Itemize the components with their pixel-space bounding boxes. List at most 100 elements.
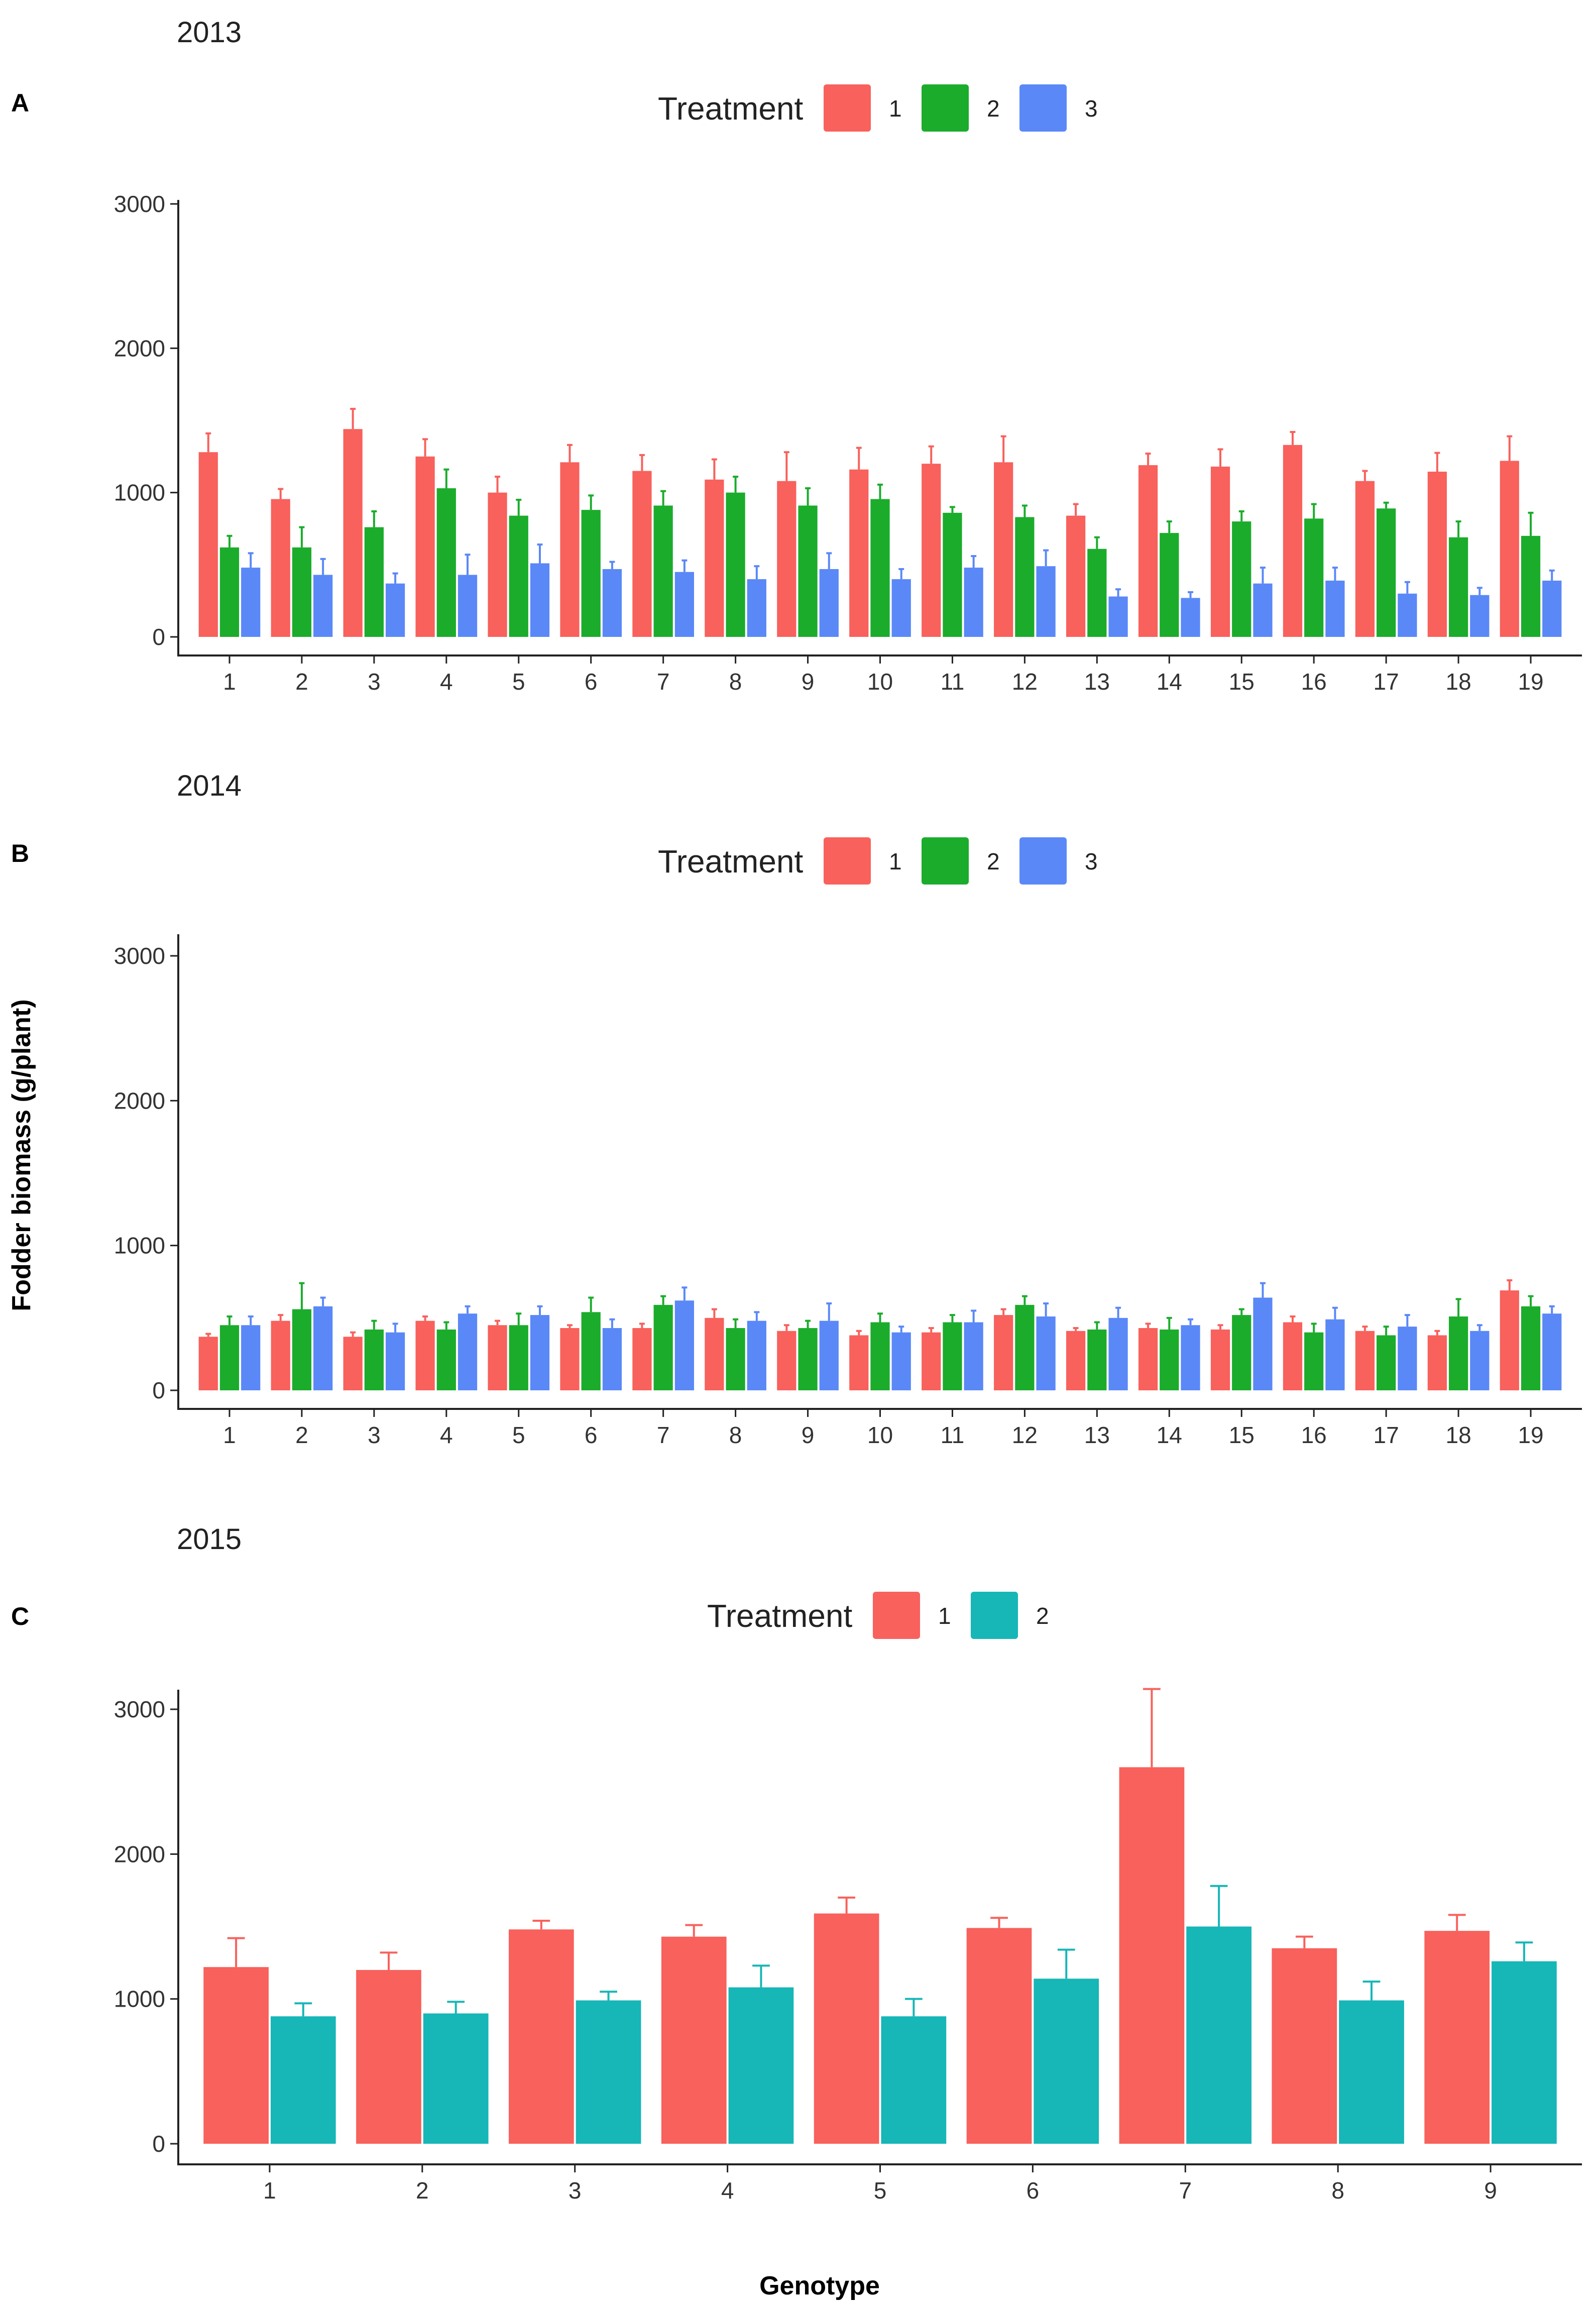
bar-treatment-3 [891,1332,911,1390]
bar-treatment-2 [1160,533,1179,637]
bar-treatment-2 [1304,1332,1324,1390]
bar-treatment-2 [798,1328,818,1390]
bar-treatment-3 [1398,1327,1417,1390]
bar-treatment-1 [1066,515,1086,637]
bar-treatment-1 [271,499,290,637]
bar-treatment-1 [814,1913,879,2144]
bar-treatment-3 [1108,596,1128,637]
y-tick-label: 2000 [114,335,165,361]
bar-treatment-2 [870,1322,890,1390]
panel-letter: B [11,839,29,867]
x-tick-label: 9 [802,1422,815,1448]
bar-treatment-2 [219,1325,240,1390]
legend-label-1: 1 [938,1603,951,1629]
bar-treatment-3 [1470,1331,1490,1390]
bar-treatment-3 [891,579,911,637]
x-tick-label: 1 [263,2177,276,2204]
bar-treatment-1 [560,1328,580,1390]
bar-treatment-3 [1253,1297,1273,1390]
bar-treatment-1 [343,429,363,637]
legend-label-3: 3 [1085,848,1098,874]
x-tick-label: 9 [802,669,815,695]
bar-treatment-1 [849,1335,869,1390]
bar-treatment-2 [219,547,240,637]
bar-treatment-1 [1355,1331,1375,1390]
x-tick-label: 8 [729,669,742,695]
x-tick-label: 4 [440,1422,453,1448]
bar-treatment-1 [1119,1767,1185,2144]
bar-treatment-3 [530,563,550,637]
bar-treatment-1 [1283,445,1303,637]
bar-treatment-1 [560,462,580,637]
y-tick-label: 1000 [114,1986,165,2012]
bar-treatment-2 [1034,1979,1099,2144]
bar-treatment-3 [1542,580,1562,637]
bar-treatment-2 [423,2013,489,2144]
bar-treatment-2 [1448,1316,1468,1390]
bar-treatment-2 [1377,508,1396,637]
bar-treatment-2 [943,1322,962,1390]
x-tick-label: 3 [368,1422,381,1448]
x-tick-label: 11 [941,1422,965,1448]
bar-treatment-3 [602,1328,622,1390]
bar-treatment-1 [1272,1948,1337,2144]
bar-treatment-1 [1210,466,1230,637]
bar-treatment-2 [726,492,745,637]
bar-treatment-2 [436,1329,456,1390]
x-tick-label: 13 [1084,669,1110,695]
x-tick-label: 6 [585,669,598,695]
x-tick-label: 2 [295,669,308,695]
bar-treatment-1 [1424,1931,1490,2144]
bar-treatment-2 [581,1312,601,1390]
legend-label-3: 3 [1085,95,1098,122]
x-axis-title: Genotype [759,2271,880,2300]
panel-letter: C [11,1602,29,1630]
bar-treatment-3 [1398,593,1417,637]
bar-treatment-3 [1325,1319,1345,1390]
bar-treatment-3 [313,575,333,637]
bar-treatment-1 [1066,1331,1086,1390]
x-tick-label: 3 [568,2177,582,2204]
x-tick-label: 2 [416,2177,429,2204]
bar-treatment-2 [870,499,890,637]
bar-treatment-3 [241,1325,261,1390]
x-tick-label: 5 [512,1422,525,1448]
bar-treatment-3 [1542,1313,1562,1390]
x-tick-label: 10 [867,669,893,695]
bar-treatment-2 [364,1329,384,1390]
bar-treatment-2 [653,505,673,637]
bar-treatment-2 [1015,1304,1035,1390]
bar-treatment-3 [602,569,622,637]
legend-swatch-1 [873,1592,920,1639]
y-tick-label: 0 [152,2131,165,2157]
bar-treatment-2 [1339,2000,1404,2144]
x-tick-label: 16 [1301,669,1327,695]
x-tick-label: 16 [1301,1422,1327,1448]
x-tick-label: 4 [721,2177,734,2204]
bar-treatment-2 [1521,1306,1541,1390]
x-tick-label: 17 [1374,669,1399,695]
bar-treatment-2 [881,2016,947,2144]
bar-treatment-3 [385,583,405,637]
bar-treatment-3 [1325,580,1345,637]
panel-year-title: 2015 [177,1523,242,1556]
bar-treatment-1 [356,1970,421,2144]
bar-treatment-3 [458,1313,478,1390]
x-tick-label: 3 [368,669,381,695]
bar-treatment-3 [1181,598,1200,637]
bar-treatment-1 [632,471,652,637]
x-tick-label: 10 [867,1422,893,1448]
bar-treatment-3 [313,1306,333,1390]
x-tick-label: 14 [1157,669,1182,695]
x-tick-label: 15 [1229,1422,1255,1448]
legend-label-1: 1 [889,95,902,122]
bar-treatment-1 [966,1928,1032,2144]
x-tick-label: 12 [1012,1422,1038,1448]
y-tick-label: 0 [152,624,165,650]
x-tick-label: 4 [440,669,453,695]
bar-treatment-3 [1108,1317,1128,1390]
bar-treatment-1 [509,1929,574,2144]
bar-treatment-2 [1232,1315,1251,1390]
bar-treatment-2 [1448,537,1468,637]
